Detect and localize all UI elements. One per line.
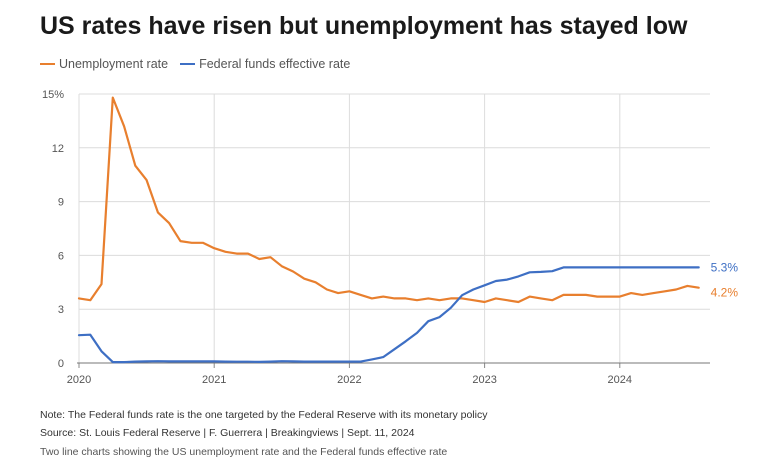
y-tick-label: 9 [58,197,64,209]
fed-funds-end-label: 5.3% [711,260,739,274]
x-tick-label: 2022 [337,374,361,386]
unemployment-rate-line [77,96,700,304]
y-tick-label: 12 [52,143,64,155]
chart-legend: Unemployment rate Federal funds effectiv… [40,57,362,71]
legend-item-unemployment: Unemployment rate [40,57,168,71]
y-tick-label: 6 [58,250,64,262]
chart-title: US rates have risen but unemployment has… [40,12,688,40]
unemployment-end-label: 4.2% [711,286,739,300]
x-tick-label: 2021 [202,374,226,386]
line-chart: 0 3 6 9 12 15% 2020 2021 2022 2023 2024 4.2% 5.3% [42,89,739,386]
y-tick-label: 0 [58,358,64,370]
x-tick-label: 2020 [67,374,91,386]
x-tick-label: 2023 [472,374,496,386]
y-tick-label: 3 [58,304,64,316]
chart-notes: Note: The Federal funds rate is the one … [40,406,487,442]
source-text: Source: St. Louis Federal Reserve | F. G… [40,427,415,439]
legend-item-fed-funds: Federal funds effective rate [180,57,350,71]
chart-caption: Two line charts showing the US unemploym… [40,446,448,458]
note-text: Note: The Federal funds rate is the one … [40,409,488,421]
legend-swatch-unemployment [40,63,55,65]
fed-funds-rate-line [77,266,700,364]
legend-label-unemployment: Unemployment rate [59,57,169,71]
y-tick-label: 15% [42,89,64,101]
legend-label-fed-funds: Federal funds effective rate [199,57,351,71]
x-tick-label: 2024 [608,374,632,386]
legend-swatch-fed-funds [180,63,196,65]
